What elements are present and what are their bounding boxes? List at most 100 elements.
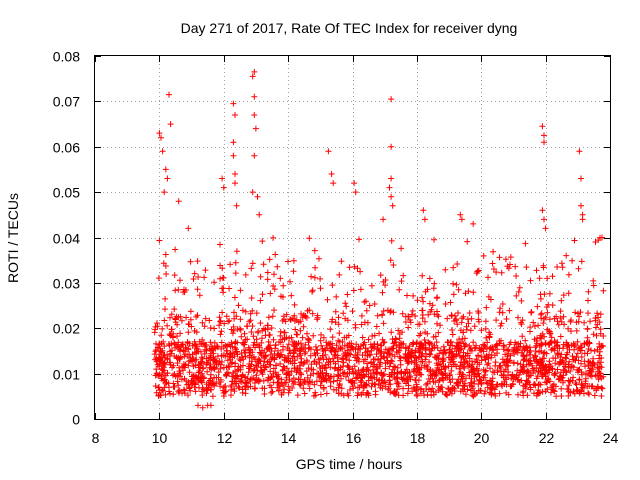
data-point (454, 321, 461, 328)
data-point (538, 373, 545, 380)
data-point (478, 327, 485, 334)
data-point (152, 356, 159, 363)
data-point (228, 392, 234, 399)
data-point (417, 346, 424, 353)
data-point (180, 361, 187, 367)
data-point (343, 373, 349, 380)
data-point (573, 381, 580, 388)
data-point (281, 386, 288, 393)
data-point (259, 385, 266, 392)
data-point (242, 271, 249, 278)
data-point (413, 387, 420, 394)
data-point (290, 375, 297, 382)
data-point (304, 358, 311, 365)
data-point (439, 355, 446, 362)
data-point (492, 359, 499, 366)
data-point (423, 386, 430, 392)
data-point (205, 379, 212, 386)
data-point (335, 321, 342, 328)
data-point (191, 270, 198, 277)
data-point (398, 368, 405, 375)
data-point (201, 323, 208, 330)
data-point (438, 370, 445, 376)
data-point (288, 292, 295, 299)
data-point (276, 339, 282, 345)
data-point (405, 358, 412, 365)
data-point (257, 350, 264, 357)
data-point (523, 361, 530, 368)
data-point (259, 335, 265, 342)
data-point (250, 367, 257, 374)
data-point (475, 352, 482, 359)
data-point (156, 387, 163, 394)
data-point (162, 295, 169, 302)
data-point (448, 367, 455, 374)
data-point (251, 152, 258, 159)
data-point (416, 321, 423, 328)
data-point (354, 349, 361, 356)
data-point (439, 384, 446, 391)
data-point (504, 347, 511, 354)
data-point (251, 93, 258, 100)
data-point (170, 362, 177, 369)
data-point (229, 373, 236, 380)
data-point (352, 189, 359, 196)
data-point (595, 376, 602, 383)
data-point (424, 330, 431, 337)
data-point (311, 274, 318, 281)
x-tick-labels: 8 10 12 14 16 18 20 22 24 (92, 430, 619, 446)
data-point (172, 246, 179, 253)
data-point (156, 130, 163, 137)
data-point (297, 347, 304, 354)
data-point (234, 326, 241, 333)
data-point (160, 338, 167, 345)
data-point (229, 359, 236, 366)
data-point (269, 388, 276, 395)
data-point (490, 248, 497, 255)
data-point (311, 393, 317, 399)
data-point (396, 347, 403, 354)
data-point (467, 345, 474, 352)
data-point (232, 171, 238, 177)
data-point (375, 377, 382, 384)
data-point (238, 350, 245, 357)
data-point (453, 380, 460, 387)
data-point (563, 252, 570, 259)
data-point (563, 339, 570, 346)
data-points (151, 68, 607, 411)
data-point (406, 343, 413, 350)
data-point (271, 355, 277, 362)
x-tick-label: 12 (217, 430, 233, 446)
data-point (396, 331, 403, 338)
data-point (523, 352, 530, 359)
data-point (352, 352, 359, 359)
data-point (363, 368, 370, 375)
data-point (265, 314, 272, 321)
data-point (242, 379, 249, 386)
data-point (155, 275, 162, 282)
data-point (578, 258, 585, 265)
data-point (325, 148, 332, 155)
data-point (434, 311, 441, 318)
data-point (535, 322, 542, 329)
data-point (210, 350, 217, 357)
data-point (426, 275, 433, 282)
data-point (466, 362, 473, 369)
data-point (454, 379, 461, 386)
data-point (424, 366, 431, 373)
data-point (520, 357, 527, 364)
data-point (265, 376, 272, 383)
data-point (193, 345, 200, 351)
data-point (596, 352, 603, 359)
data-point (320, 356, 327, 363)
data-point (285, 352, 292, 359)
data-point (261, 349, 268, 356)
data-point (562, 354, 569, 361)
data-point (235, 302, 242, 309)
data-point (327, 364, 334, 371)
data-point (171, 340, 178, 346)
data-point (415, 377, 422, 384)
data-point (584, 325, 591, 332)
data-point (328, 318, 335, 325)
data-point (323, 390, 330, 397)
